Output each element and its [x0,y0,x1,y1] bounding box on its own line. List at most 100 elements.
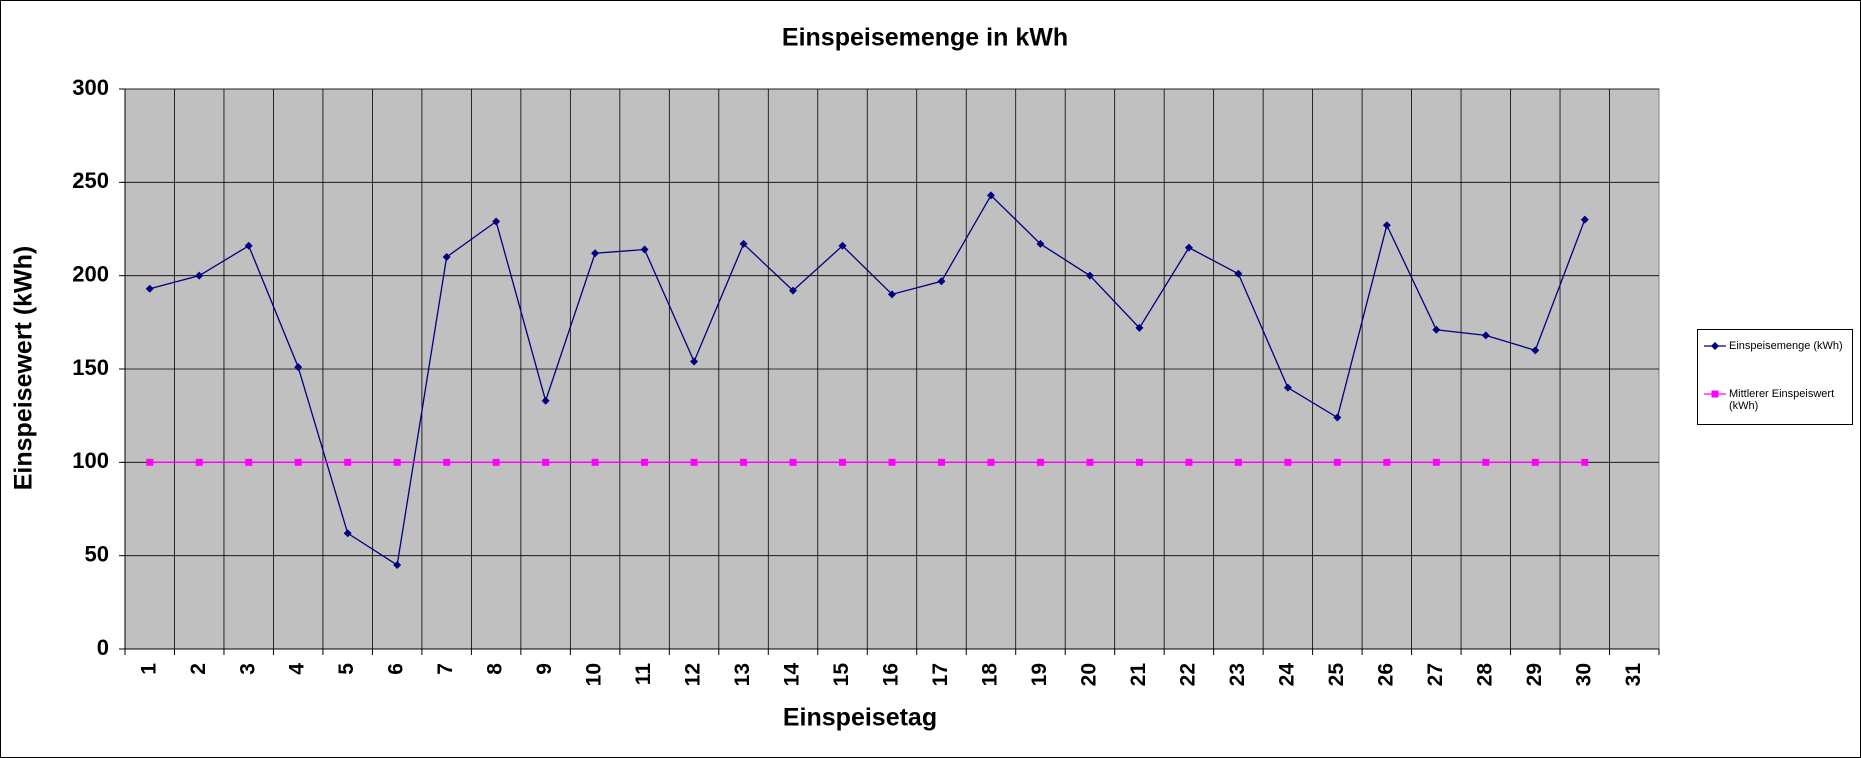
data-point [986,191,995,200]
data-point [1086,458,1094,466]
x-tick-label: 4 [286,663,309,675]
x-tick-label: 18 [979,663,1002,687]
legend-label: Mittlerer Einspeiswert (kWh) [1729,388,1835,412]
legend-marker [1711,342,1719,350]
data-point [1036,458,1044,466]
x-tick-label: 3 [236,663,259,675]
y-tick-label: 300 [72,75,109,100]
data-point [195,458,203,466]
x-tick-label: 27 [1424,663,1447,686]
series-line [149,194,1586,567]
data-point [393,561,402,569]
x-tick-label: 30 [1572,663,1595,686]
data-point [838,241,847,250]
data-point [591,249,600,258]
x-axis-label: Einspeisetag [783,704,937,732]
data-point [690,458,698,466]
x-tick-label: 9 [533,663,556,675]
data-point [1531,458,1539,466]
data-point [1036,239,1045,248]
data-point [492,217,501,226]
x-tick-label: 26 [1374,663,1397,686]
data-point [1383,458,1391,466]
data-point [542,458,550,466]
data-point [740,458,748,466]
data-point [145,284,154,293]
x-tick-label: 7 [434,663,457,675]
x-tick-label: 15 [830,663,853,687]
data-point [640,245,649,254]
legend-swatch [1704,390,1726,398]
x-tick-label: 2 [187,663,210,675]
data-point [1234,458,1242,466]
data-point [937,458,945,466]
data-point [1580,215,1589,224]
x-tick-label: 12 [682,663,705,686]
y-tick-label: 150 [72,355,109,380]
data-point [1382,221,1391,230]
data-point [245,458,253,466]
data-point [591,458,599,466]
data-point [1135,323,1144,332]
data-point [1234,269,1243,278]
x-tick-label: 11 [632,663,655,686]
x-tick-label: 31 [1622,663,1645,687]
legend-swatch [1704,342,1726,350]
legend: Einspeisemenge (kWh) Mittlerer Einspeiswe… [1697,329,1853,425]
data-point [393,458,401,466]
x-tick-label: 8 [484,663,507,675]
data-point [1432,325,1441,334]
y-tick-label: 250 [72,168,109,193]
data-point [641,458,649,466]
data-point [739,239,748,248]
y-tick-label: 200 [72,261,109,286]
data-point [1432,458,1440,466]
data-point [541,396,550,405]
data-point [195,271,204,280]
x-tick-label: 16 [880,663,903,686]
data-point [294,363,303,372]
data-point [443,458,451,466]
x-tick-label: 6 [385,663,408,675]
legend-label: Einspeisemenge (kWh) [1729,340,1843,352]
data-point [343,529,352,538]
data-point [987,458,995,466]
y-tick-label: 100 [72,448,109,473]
data-point [1085,271,1094,280]
data-point [146,458,154,466]
y-tick-label: 0 [97,635,109,660]
legend-item: Einspeisemenge (kWh) [1704,340,1848,352]
data-point [1284,458,1292,466]
x-tick-label: 13 [731,663,754,686]
data-point [442,253,451,261]
x-tick-label: 1 [137,663,160,675]
x-tick-label: 21 [1127,663,1150,687]
x-tick-label: 19 [1028,663,1051,686]
data-point [1581,458,1589,466]
data-point [1333,413,1342,422]
chart-title: Einspeisemenge in kWh [782,24,1068,52]
y-axis-label: Einspeisewert (kWh) [10,246,38,491]
x-tick-label: 10 [583,663,606,686]
legend-marker [1711,390,1719,398]
data-point [1185,458,1193,466]
data-point [344,458,352,466]
data-point [1283,383,1292,392]
data-point [1135,458,1143,466]
data-point [888,458,896,466]
data-point [1482,458,1490,466]
x-tick-label: 28 [1473,663,1496,687]
data-point [1531,346,1540,355]
x-tick-label: 23 [1226,663,1249,686]
data-point [1184,243,1193,252]
data-point [294,458,302,466]
data-point [1481,331,1490,340]
data-point [492,458,500,466]
x-tick-label: 29 [1523,663,1546,686]
x-tick-label: 14 [781,663,804,687]
x-tick-label: 5 [335,663,358,675]
x-tick-label: 20 [1077,663,1100,686]
x-tick-label: 22 [1176,663,1199,686]
data-point [244,241,253,250]
